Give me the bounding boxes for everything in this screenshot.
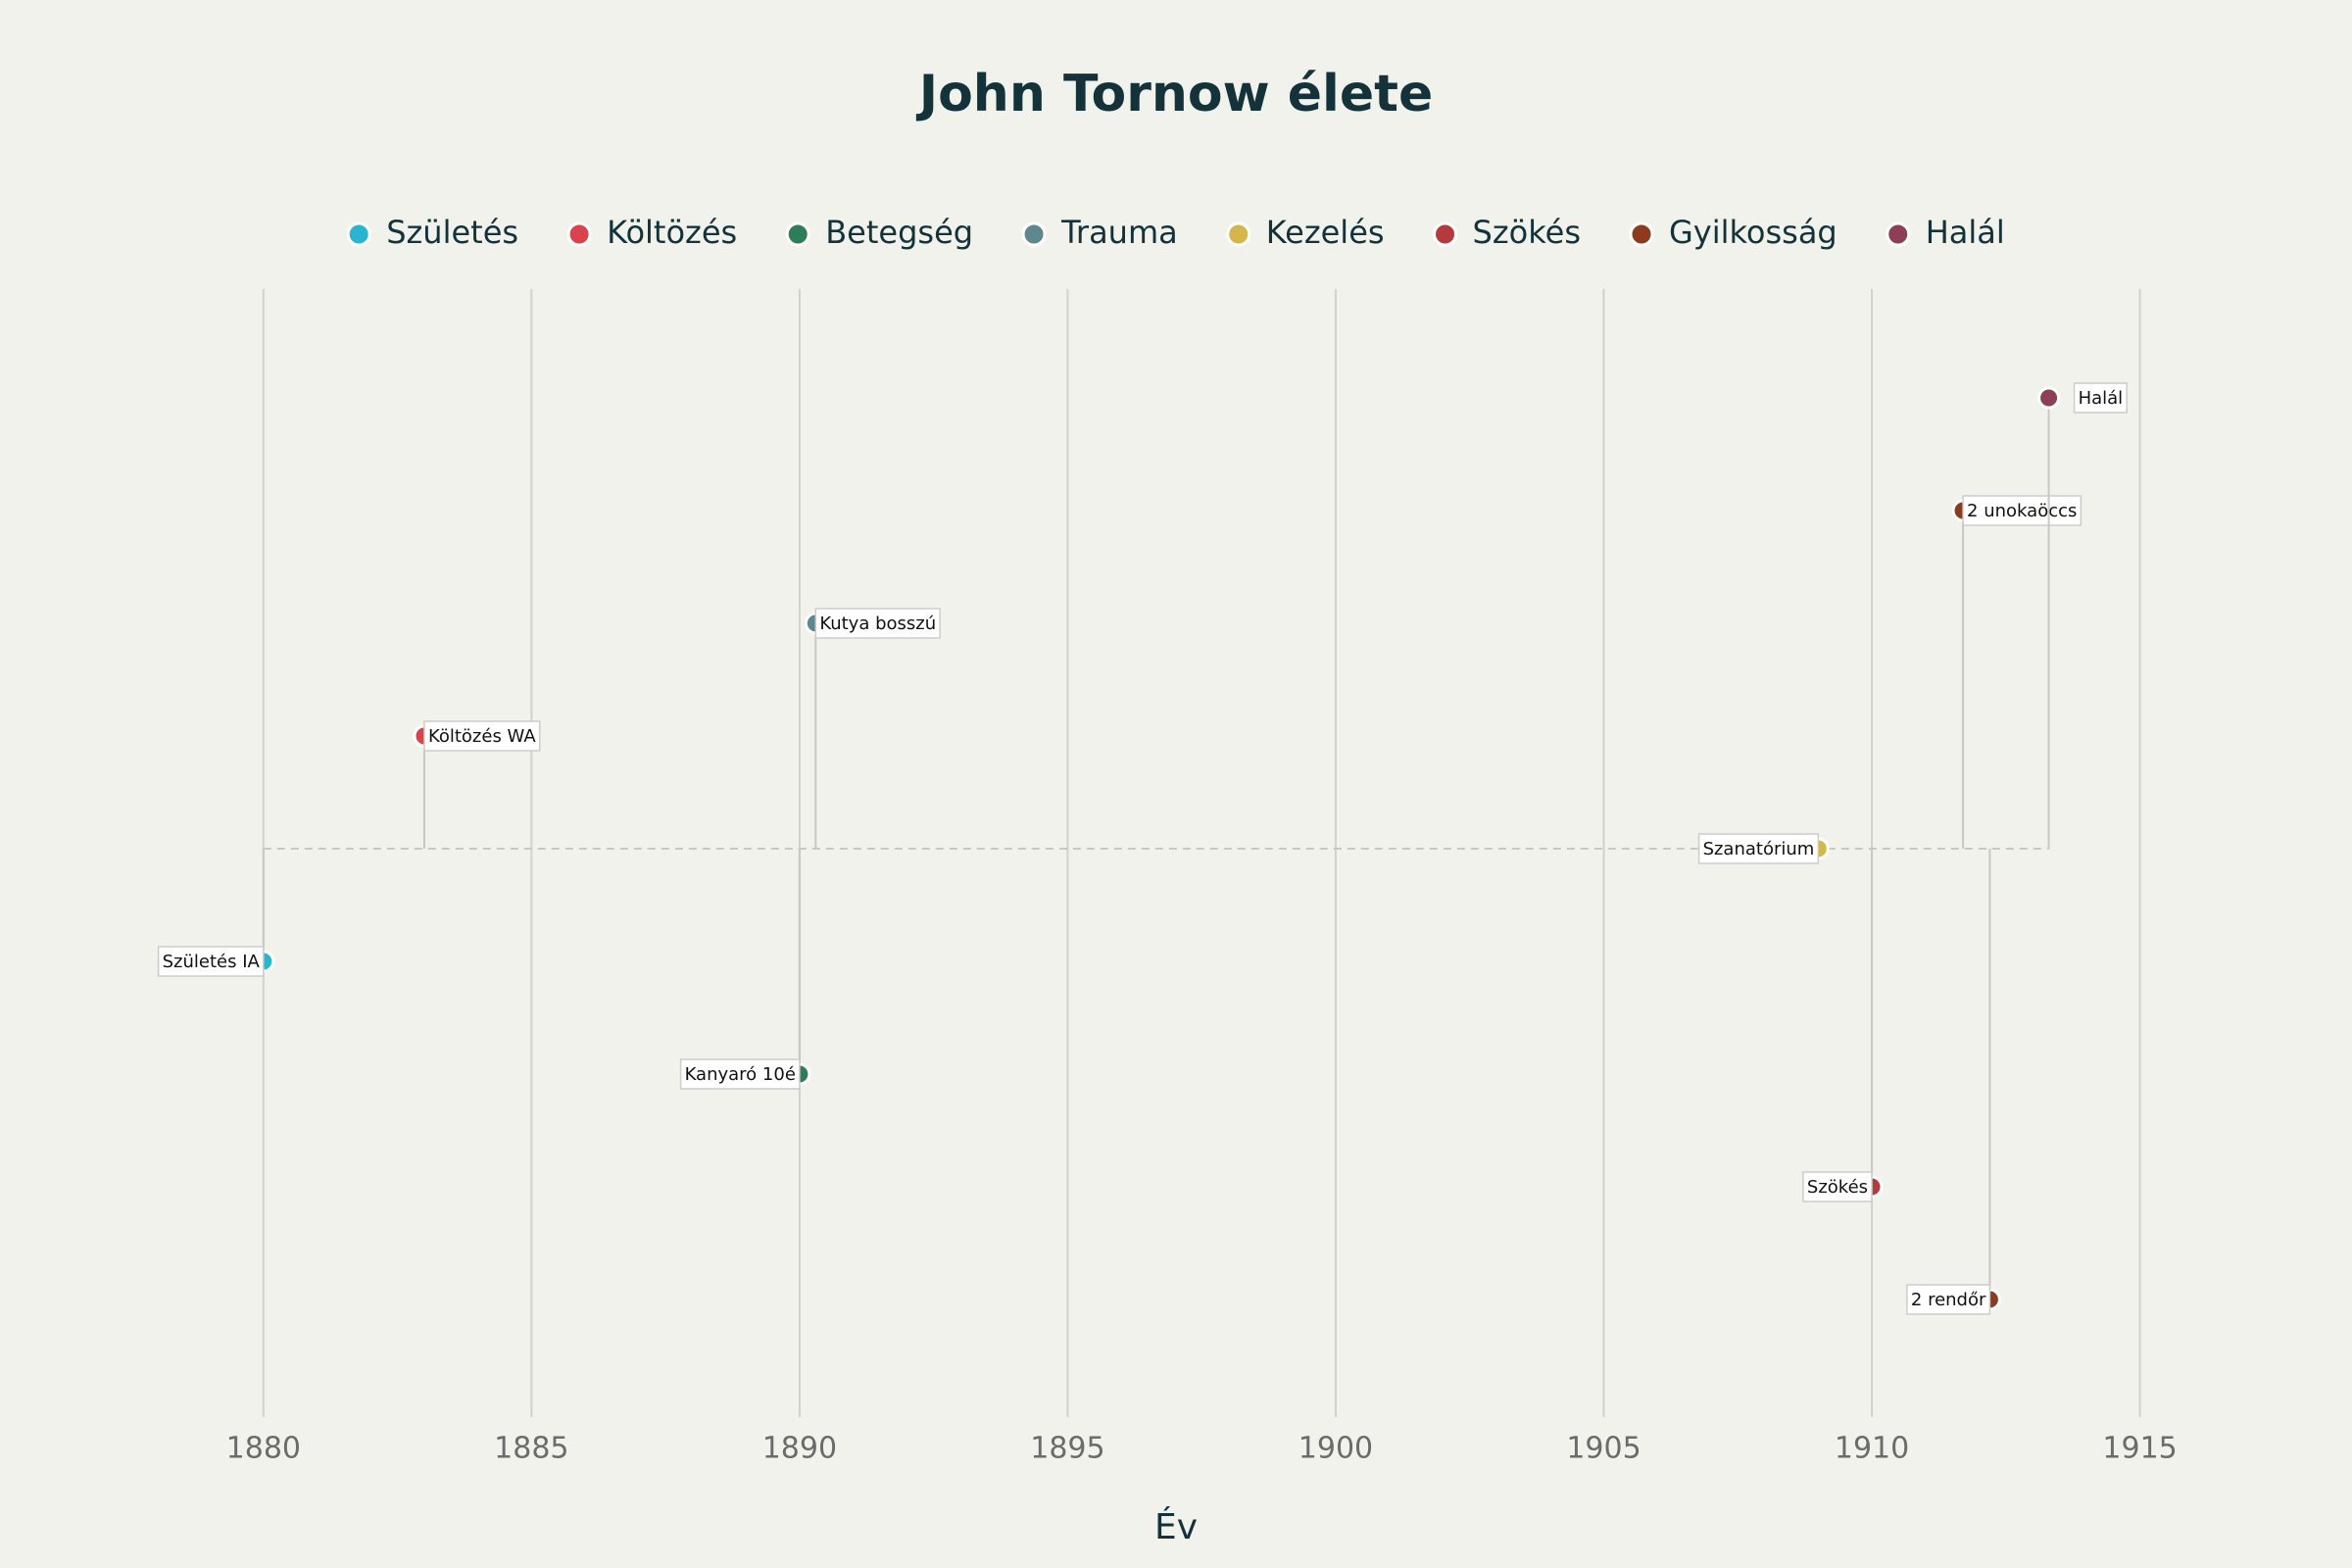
x-tick-label: 1915 [2102,1432,2177,1466]
label-box [1962,495,2082,526]
event-label: Költözés WA [423,720,541,752]
label-box [679,1058,801,1090]
event-label: Kanyaró 10é [679,1058,801,1090]
legend-marker [1433,221,1458,247]
legend-marker [566,221,592,247]
label-box [814,608,941,639]
legend-label: Halál [1926,214,2005,251]
legend-marker [346,221,371,247]
event-label: Szanatórium [1697,833,1820,864]
label-box [157,946,265,977]
legend-marker [1886,221,1911,247]
x-tick-label: 1900 [1298,1432,1373,1466]
chart-title: John Tornow élete [916,65,1434,123]
x-tick-label: 1895 [1030,1432,1104,1466]
legend-label: Betegség [825,214,973,251]
event-label: Szökés [1802,1171,1873,1202]
event-text: Költözés WA [428,726,536,747]
x-tick-label: 1890 [762,1432,837,1466]
event-text: Halál [2079,388,2124,409]
label-box [423,720,541,752]
x-tick-label: 1885 [494,1432,568,1466]
event-text: Szökés [1807,1177,1868,1198]
event-text: Kutya bosszú [819,613,936,634]
legend-marker [785,221,810,247]
event-label: Kutya bosszú [814,608,941,639]
event-text: 2 rendőr [1911,1290,1986,1310]
legend-label: Trauma [1060,214,1178,251]
label-box [2073,382,2128,414]
event-label: Halál [2073,382,2128,414]
legend-label: Kezelés [1266,214,1385,251]
legend-marker [1226,221,1251,247]
legend-label: Gyilkosság [1669,214,1838,251]
event-label: 2 unokaöccs [1962,495,2082,526]
x-tick-label: 1905 [1566,1432,1641,1466]
event-label: Születés IA [157,946,265,977]
legend-marker [1629,221,1654,247]
event-text: 2 unokaöccs [1967,501,2077,521]
label-box [1906,1284,1991,1315]
x-tick-label: 1910 [1835,1432,1909,1466]
legend-marker [1021,221,1047,247]
label-box [1802,1171,1873,1202]
event-text: Kanyaró 10é [685,1064,796,1085]
label-box [1697,833,1820,864]
legend-label: Születés [386,214,518,251]
legend-label: Szökés [1473,214,1581,251]
x-tick-label: 1880 [226,1432,301,1466]
event-text: Születés IA [163,952,261,972]
events: Születés IA Költözés WA Kanyaró 10é Kutya b… [157,382,2128,1315]
event-dot [2037,386,2061,410]
event-label: 2 rendőr [1906,1284,1991,1315]
legend-label: Költözés [607,214,737,251]
x-axis-title: Év [1154,1506,1198,1547]
event-text: Szanatórium [1703,839,1815,859]
legend: Születés Költözés Betegség Trauma Kezelés Szö… [346,214,2005,251]
